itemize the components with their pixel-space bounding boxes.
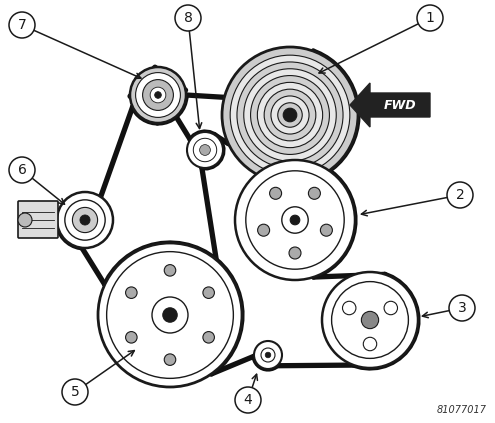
Circle shape [235,387,261,413]
Circle shape [199,145,210,155]
Circle shape [384,301,397,315]
Text: 5: 5 [71,385,79,399]
Circle shape [261,348,275,362]
Circle shape [282,207,308,233]
Polygon shape [350,83,430,127]
Text: 4: 4 [244,393,252,407]
Circle shape [72,207,98,233]
Circle shape [308,187,320,199]
Circle shape [18,213,32,227]
Circle shape [289,247,301,259]
Circle shape [126,332,137,343]
Circle shape [57,192,113,248]
Circle shape [130,67,186,123]
Circle shape [187,132,223,168]
Circle shape [80,215,90,225]
Circle shape [271,96,309,134]
Circle shape [270,187,282,199]
Circle shape [320,224,332,236]
FancyBboxPatch shape [18,201,58,238]
Circle shape [363,337,377,351]
Circle shape [257,82,323,148]
Circle shape [65,200,105,240]
Circle shape [154,92,161,99]
Circle shape [278,103,302,127]
Circle shape [150,87,166,103]
Circle shape [9,12,35,38]
Circle shape [164,354,176,365]
Text: 7: 7 [18,18,26,32]
Circle shape [237,62,343,168]
Circle shape [203,332,214,343]
Circle shape [98,243,242,387]
Circle shape [264,89,316,141]
Circle shape [447,182,473,208]
Circle shape [257,224,270,236]
Circle shape [244,69,336,161]
Circle shape [290,215,300,225]
Circle shape [332,282,408,358]
Text: 2: 2 [455,188,464,202]
Circle shape [265,352,271,358]
Circle shape [283,108,297,122]
Circle shape [449,295,475,321]
Circle shape [163,308,177,322]
Circle shape [164,265,176,276]
Circle shape [106,252,233,378]
Circle shape [203,287,214,299]
Circle shape [222,47,358,183]
Circle shape [143,80,173,110]
Circle shape [126,287,137,299]
Circle shape [9,157,35,183]
Circle shape [343,301,356,315]
Circle shape [254,341,282,369]
Text: 81077017: 81077017 [437,405,487,415]
Circle shape [235,160,355,280]
Text: 8: 8 [184,11,193,25]
Text: FWD: FWD [384,99,416,112]
Circle shape [322,272,418,368]
Circle shape [194,138,217,162]
Circle shape [250,76,330,154]
Circle shape [136,73,180,118]
Circle shape [230,55,350,175]
Circle shape [417,5,443,31]
Circle shape [361,311,379,329]
Circle shape [246,171,344,269]
Text: 1: 1 [426,11,435,25]
Text: 6: 6 [17,163,26,177]
Circle shape [62,379,88,405]
Text: 3: 3 [457,301,466,315]
Circle shape [152,297,188,333]
Circle shape [175,5,201,31]
